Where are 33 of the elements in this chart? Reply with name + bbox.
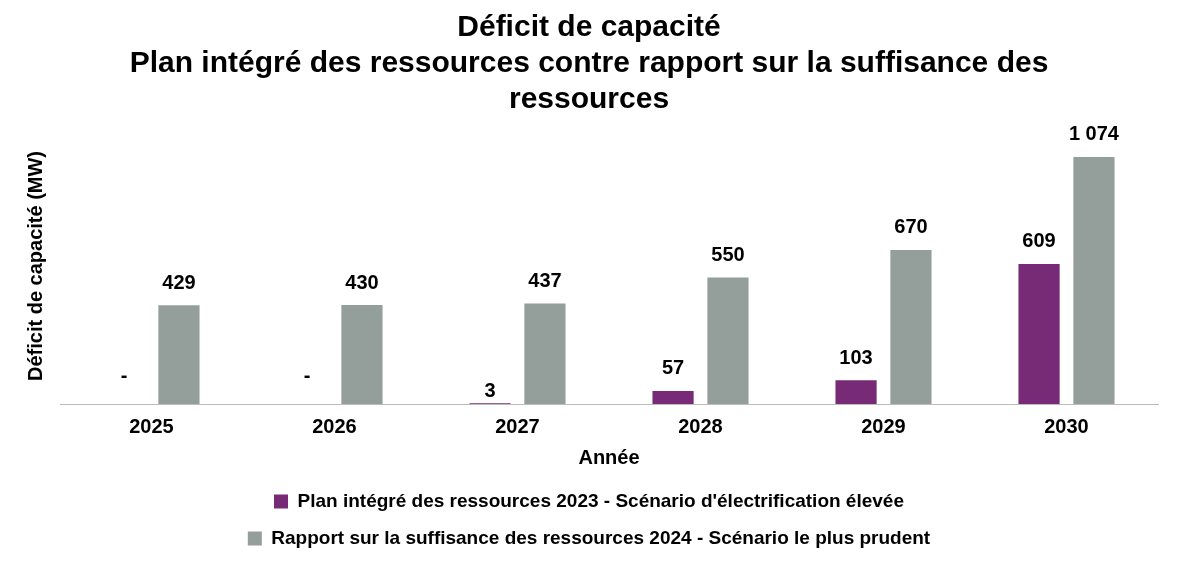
data-label: 550 bbox=[711, 243, 745, 266]
data-label: 57 bbox=[661, 356, 685, 379]
legend-label: Plan intégré des ressources 2023 - Scénario d'électrification élevée bbox=[297, 489, 904, 511]
bar bbox=[1073, 156, 1115, 404]
x-tick-label: 2028 bbox=[678, 414, 723, 437]
x-tick-label: 2030 bbox=[1044, 414, 1089, 437]
chart-subtitle: Plan intégré des ressources contre rapport sur la suffisance des ressources bbox=[129, 45, 1049, 115]
chart-title: Déficit de capacité bbox=[457, 9, 721, 43]
x-axis-title: Année bbox=[578, 445, 640, 468]
bar bbox=[652, 390, 694, 404]
data-label: 1 074 bbox=[1068, 122, 1120, 145]
bar bbox=[707, 277, 749, 404]
bar bbox=[890, 249, 932, 404]
x-tick-label: 2025 bbox=[129, 414, 174, 437]
bar bbox=[341, 305, 383, 404]
data-label: 430 bbox=[345, 270, 379, 293]
x-tick-label: 2027 bbox=[495, 414, 540, 437]
x-tick-label: 2029 bbox=[861, 414, 906, 437]
bar bbox=[835, 380, 877, 404]
bar bbox=[1018, 263, 1060, 404]
data-label: 670 bbox=[894, 215, 928, 238]
annotation: - bbox=[120, 363, 128, 386]
data-label: 437 bbox=[528, 269, 562, 292]
data-label: 103 bbox=[839, 345, 873, 368]
bar bbox=[524, 303, 566, 404]
data-label: 429 bbox=[162, 270, 196, 293]
annotation: - bbox=[303, 363, 311, 386]
bar bbox=[158, 305, 200, 404]
legend-label: Rapport sur la suffisance des ressources 2024 - Scénario le plus prudent bbox=[271, 526, 931, 548]
data-label: 3 bbox=[484, 378, 496, 401]
data-label: 609 bbox=[1022, 229, 1056, 252]
y-axis-title: Déficit de capacité (MW) bbox=[23, 150, 46, 382]
x-tick-label: 2026 bbox=[312, 414, 357, 437]
